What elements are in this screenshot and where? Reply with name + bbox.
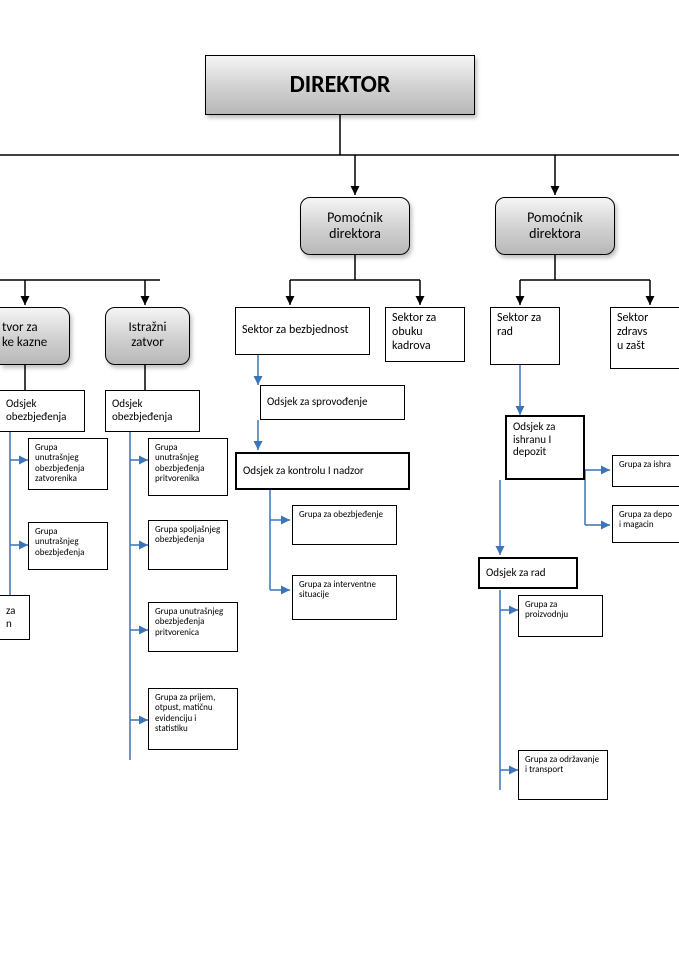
- node-g-unut-pritv2: Grupa unutrašnjeg obezbjeđenja pritvoren…: [148, 602, 238, 652]
- label: Odsjek obezbjeđenja: [112, 398, 193, 423]
- label: Odsjek za rad: [486, 567, 546, 580]
- node-istrazni-zatvor: Istražni zatvor: [105, 307, 190, 365]
- label: Sektor za obuku kadrova: [392, 312, 458, 353]
- label: Grupa unutrašnjeg obezbjeđenja pritvoren…: [155, 607, 231, 638]
- node-direktor: DIREKTOR: [205, 55, 475, 115]
- node-odsjek-obez-1: Odsjek obezbjeđenja: [0, 390, 85, 432]
- label: Odsjek za kontrolu I nadzor: [243, 465, 364, 478]
- node-g-unut-zatv: Grupa unutrašnjeg obezbjeđenja zatvoreni…: [28, 438, 108, 490]
- label: tvor za ke kazne: [2, 321, 47, 351]
- label: Grupa unutrašnjeg obezbjeđenja pritvoren…: [155, 443, 221, 484]
- node-g-ishrana: Grupa za ishra: [612, 455, 679, 487]
- label: Grupa za depo i magacin: [619, 510, 672, 531]
- label: Pomoćnik direktora: [502, 210, 608, 242]
- node-sektor-rad: Sektor za rad: [490, 307, 560, 365]
- label: Sektor za bezbjednost: [242, 324, 349, 338]
- label: Pomoćnik direktora: [307, 210, 403, 242]
- label: Istražni zatvor: [128, 321, 166, 351]
- label: Grupa za proizvodnju: [525, 600, 596, 621]
- label: Odsjek za ishranu I depozit: [513, 421, 577, 459]
- node-sektor-obuku: Sektor za obuku kadrova: [385, 307, 465, 362]
- label: Grupa unutrašnjeg obezbjeđenja: [35, 527, 101, 558]
- node-g-prijem: Grupa za prijem, otpust, matičnu evidenc…: [148, 688, 238, 750]
- node-odsjek-sprov: Odsjek za sprovođenje: [260, 385, 405, 420]
- node-g-obezb: Grupa za obezbjeđenje: [292, 505, 397, 545]
- label: Sektor za rad: [497, 312, 553, 340]
- node-g-depo: Grupa za depo i magacin: [612, 505, 679, 543]
- label: za n: [6, 605, 15, 630]
- node-odsjek-ishrana: Odsjek za ishranu I depozit: [505, 415, 585, 480]
- label: Grupa unutrašnjeg obezbjeđenja zatvoreni…: [35, 443, 101, 484]
- node-g-odrz: Grupa za održavanje i transport: [518, 750, 608, 800]
- node-zatvor-kazne: tvor za ke kazne: [0, 307, 70, 365]
- label: Grupa spoljašnjeg obezbjeđenja: [155, 525, 221, 546]
- label: Grupa za interventne situacije: [299, 580, 390, 601]
- org-chart-canvas: DIREKTOR Pomoćnik direktora Pomoćnik dir…: [0, 0, 679, 960]
- label: Grupa za prijem, otpust, matičnu evidenc…: [155, 693, 231, 734]
- label: Grupa za obezbjeđenje: [299, 510, 383, 520]
- node-g-za-n: za n: [0, 595, 30, 640]
- node-sektor-bezbednost: Sektor za bezbjednost: [235, 307, 370, 355]
- node-pomocnik-2: Pomoćnik direktora: [495, 197, 615, 255]
- node-g-unut-pritv: Grupa unutrašnjeg obezbjeđenja pritvoren…: [148, 438, 228, 496]
- node-g-spolj: Grupa spoljašnjeg obezbjeđenja: [148, 520, 228, 570]
- label: Odsjek za sprovođenje: [267, 396, 367, 409]
- label: Odsjek obezbjeđenja: [6, 398, 78, 423]
- label: Sektor zdravs u zašt: [617, 312, 648, 353]
- node-pomocnik-1: Pomoćnik direktora: [300, 197, 410, 255]
- label: Grupa za ishra: [619, 460, 671, 470]
- node-odsjek-kontrola: Odsjek za kontrolu I nadzor: [235, 452, 410, 490]
- node-sektor-zdrav: Sektor zdravs u zašt: [610, 307, 679, 369]
- node-g-unut-obez: Grupa unutrašnjeg obezbjeđenja: [28, 522, 108, 570]
- node-odsjek-obez-2: Odsjek obezbjeđenja: [105, 390, 200, 432]
- node-g-proiz: Grupa za proizvodnju: [518, 595, 603, 637]
- node-g-intervent: Grupa za interventne situacije: [292, 575, 397, 620]
- label: DIREKTOR: [290, 71, 391, 99]
- label: Grupa za održavanje i transport: [525, 755, 601, 776]
- node-odsjek-rad: Odsjek za rad: [478, 557, 578, 589]
